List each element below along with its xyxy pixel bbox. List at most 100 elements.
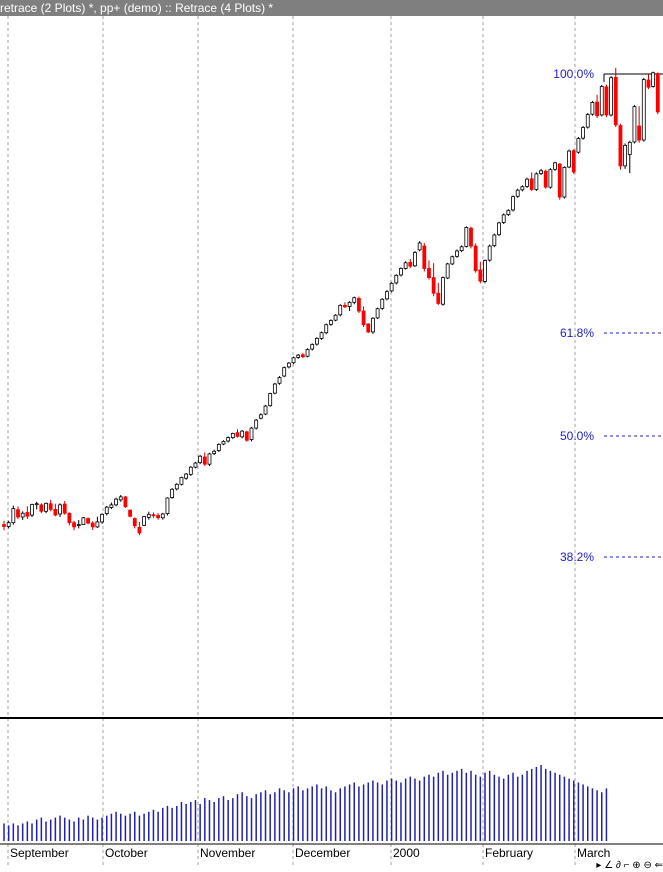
candle [179, 476, 184, 486]
candle [427, 260, 431, 280]
candle [609, 76, 613, 117]
candle [497, 221, 501, 237]
candle [81, 517, 86, 526]
candle [160, 512, 165, 520]
fib-level-label: 100.0% [553, 67, 594, 81]
candle [422, 243, 427, 272]
candle [170, 488, 175, 499]
candle [333, 314, 338, 322]
candle [62, 501, 67, 515]
candle [655, 72, 660, 115]
candle [539, 168, 543, 175]
candle [188, 466, 193, 476]
candle [436, 282, 441, 305]
candle [305, 348, 310, 358]
candle [151, 512, 156, 518]
fib-level-label: 61.8% [560, 326, 594, 340]
price-chart[interactable]: 100.0% 61.8% 50.0% 38.2% September October No… [0, 16, 663, 872]
candle [2, 520, 6, 531]
candle [394, 274, 399, 285]
candle [39, 503, 44, 514]
month-label: November [200, 846, 255, 860]
candle [95, 516, 100, 529]
candle [511, 195, 515, 212]
candle [25, 506, 30, 519]
volume-series [3, 764, 608, 841]
scroll-controls[interactable]: ▸ ∠ ∂ ⌐ ⊕ ⊖ ⇐ [596, 860, 663, 872]
candle [641, 78, 646, 142]
candle [599, 84, 604, 117]
candle [48, 499, 53, 512]
candle [464, 226, 469, 248]
candle [441, 276, 445, 306]
candle [53, 503, 58, 517]
month-axis: September October November December 2000 Febr… [10, 846, 610, 860]
candle [198, 455, 203, 465]
candle [632, 105, 637, 144]
month-label: September [10, 846, 69, 860]
candle [6, 520, 11, 529]
candle [651, 71, 656, 88]
candle [515, 188, 520, 198]
candle [128, 509, 132, 518]
candle [193, 461, 198, 469]
candle [623, 143, 628, 169]
candle [328, 319, 333, 326]
candle [263, 404, 268, 416]
candle [235, 429, 240, 438]
candle [286, 361, 291, 369]
candle [380, 298, 385, 310]
candle [230, 432, 235, 440]
candle [67, 512, 72, 526]
candle [352, 296, 357, 305]
candle [90, 521, 95, 530]
candle [637, 106, 642, 143]
candle [72, 520, 76, 531]
candle [492, 233, 497, 248]
candle [473, 243, 478, 273]
candle [343, 302, 347, 308]
candle [156, 513, 161, 520]
candle [240, 429, 245, 439]
candle [44, 502, 48, 514]
window-title: retrace (2 Plots) *, pp+ (demo) :: Retra… [0, 0, 663, 16]
candle [142, 515, 147, 527]
candle [146, 511, 151, 520]
candle [221, 440, 226, 446]
candle [30, 503, 34, 517]
candlestick-series [2, 67, 660, 536]
candle [501, 213, 506, 225]
candle [469, 226, 473, 249]
candle [408, 258, 413, 269]
month-label: October [105, 846, 148, 860]
candle [375, 307, 380, 320]
candle [543, 169, 548, 189]
candle [291, 356, 296, 365]
candle [249, 426, 254, 442]
candle [212, 449, 217, 456]
candle [478, 261, 483, 284]
candle [272, 382, 277, 395]
candle [86, 517, 90, 525]
month-label: 2000 [393, 846, 420, 860]
candle [455, 249, 459, 258]
candle [184, 472, 189, 480]
candle [506, 209, 511, 217]
candle [627, 140, 632, 174]
month-label: February [485, 846, 533, 860]
candle [300, 352, 305, 359]
candle [34, 501, 39, 510]
candle [371, 317, 375, 334]
candle [487, 244, 492, 262]
candle [165, 497, 170, 516]
candle [11, 505, 16, 525]
candle [244, 430, 249, 442]
candle [618, 123, 623, 170]
candle [366, 323, 371, 334]
candle [445, 262, 450, 280]
candle [534, 172, 539, 191]
candle [585, 113, 590, 129]
candle [417, 241, 422, 252]
candle [254, 418, 259, 430]
candle [604, 84, 609, 118]
